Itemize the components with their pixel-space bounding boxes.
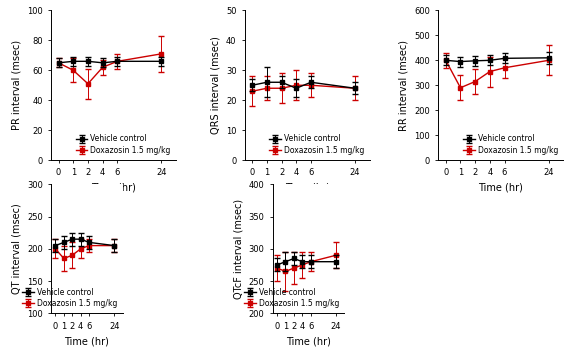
Legend: Vehicle control, Doxazosin 1.5 mg/kg: Vehicle control, Doxazosin 1.5 mg/kg: [242, 286, 341, 309]
Legend: Vehicle control, Doxazosin 1.5 mg/kg: Vehicle control, Doxazosin 1.5 mg/kg: [75, 133, 172, 156]
X-axis label: Time (hr): Time (hr): [285, 183, 329, 193]
Legend: Vehicle control, Doxazosin 1.5 mg/kg: Vehicle control, Doxazosin 1.5 mg/kg: [21, 286, 119, 309]
X-axis label: Time (hr): Time (hr): [64, 336, 109, 346]
Legend: Vehicle control, Doxazosin 1.5 mg/kg: Vehicle control, Doxazosin 1.5 mg/kg: [268, 133, 366, 156]
Legend: Vehicle control, Doxazosin 1.5 mg/kg: Vehicle control, Doxazosin 1.5 mg/kg: [461, 133, 559, 156]
X-axis label: Time (hr): Time (hr): [286, 336, 331, 346]
Y-axis label: QTcF interval (msec): QTcF interval (msec): [233, 199, 243, 299]
Y-axis label: RR interval (msec): RR interval (msec): [399, 40, 409, 131]
X-axis label: Time (hr): Time (hr): [479, 183, 523, 193]
Y-axis label: PR interval (msec): PR interval (msec): [11, 40, 22, 130]
Y-axis label: QT interval (msec): QT interval (msec): [11, 204, 22, 294]
Y-axis label: QRS interval (msec): QRS interval (msec): [211, 36, 220, 134]
X-axis label: Time (hr): Time (hr): [91, 183, 136, 193]
